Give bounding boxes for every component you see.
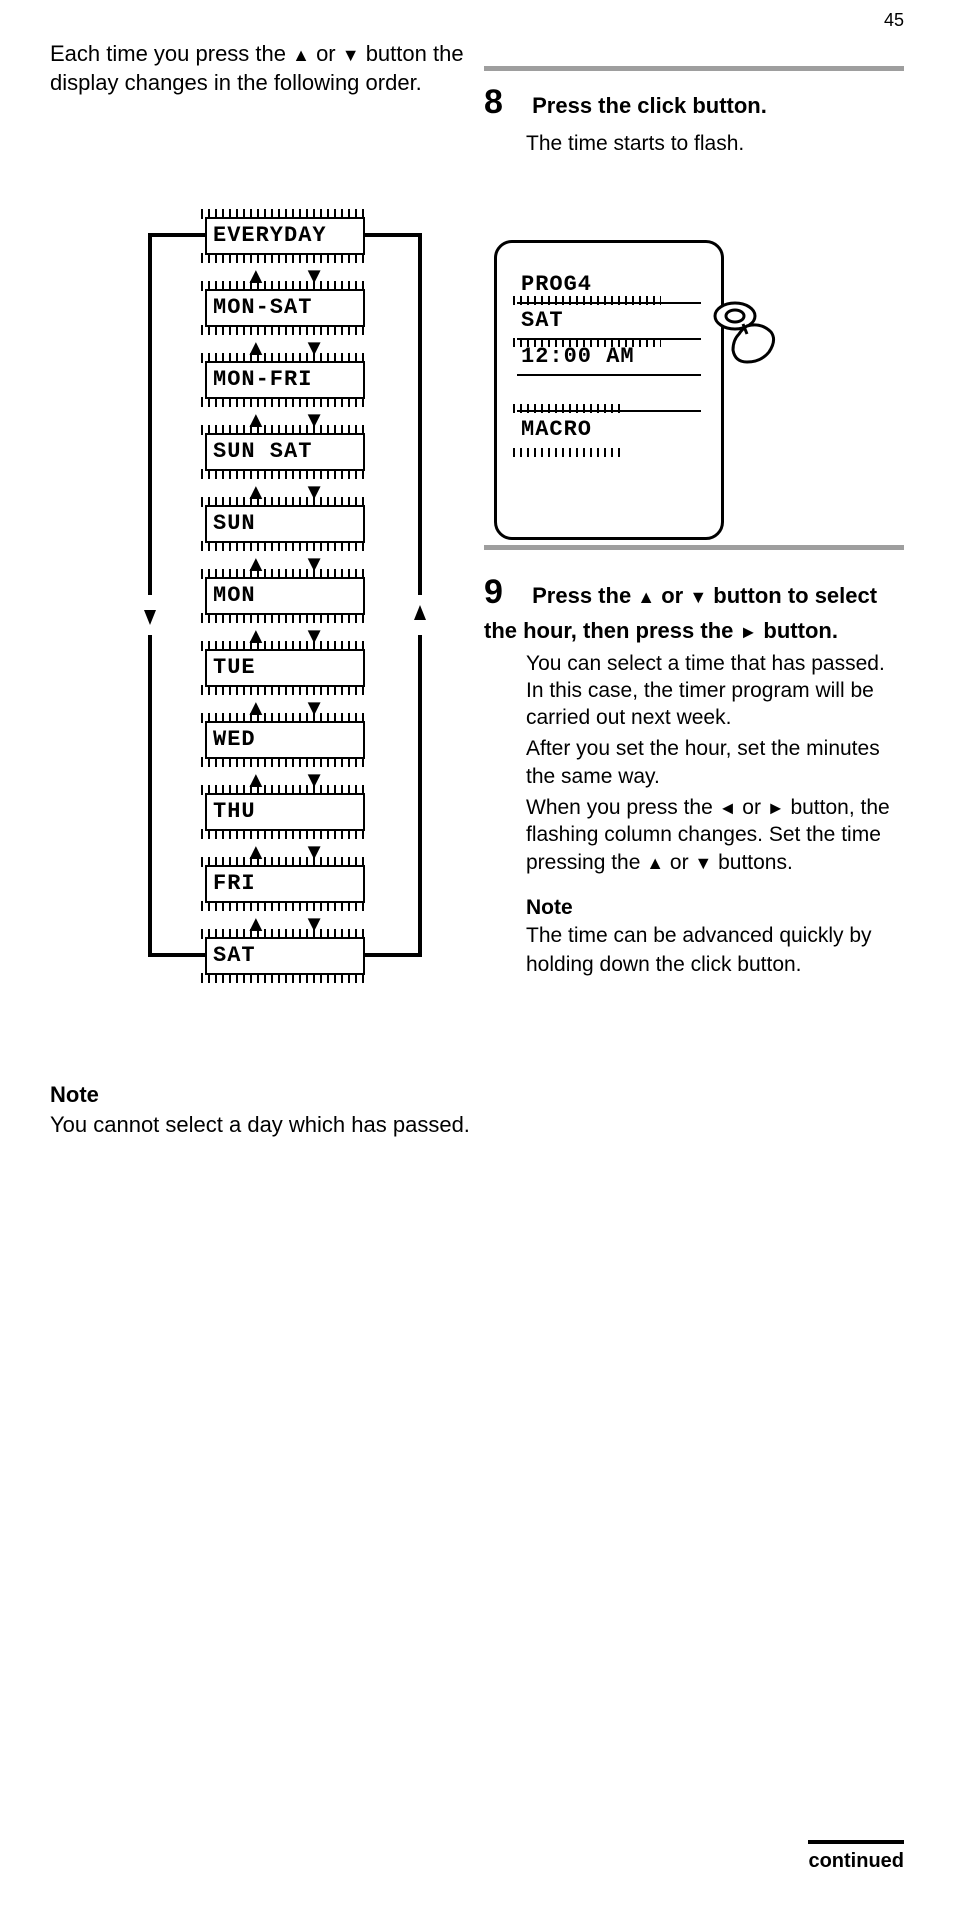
rule-top-right <box>484 66 904 71</box>
down-arrow-icon: ▼ <box>342 45 360 65</box>
step9-sub1: You can select a time that has passed. I… <box>526 650 904 732</box>
step9-sub2: After you set the hour, set the minutes … <box>526 735 904 790</box>
step9-note-block: Note The time can be advanced quickly by… <box>526 894 904 979</box>
up-arrow-icon: ▲ <box>292 45 310 65</box>
step8-sub: The time starts to flash. <box>526 130 904 158</box>
step9-note-text: The time can be advanced quickly by hold… <box>526 924 872 975</box>
rule-mid-right <box>484 545 904 550</box>
step-9: 9 Press the ▲ or ▼ button to select the … <box>484 570 904 979</box>
day-sun-sat: SUN SAT <box>205 433 365 471</box>
step9-head: 9 Press the ▲ or ▼ button to select the … <box>484 570 904 646</box>
right-arrow-icon-2: ► <box>767 798 785 818</box>
day-everyday: EVERYDAY <box>205 217 365 255</box>
left-note-block: Note You cannot select a day which has p… <box>50 1080 470 1139</box>
step8-number: 8 <box>484 80 526 126</box>
step9-number: 9 <box>484 570 526 616</box>
up-arrow-icon-2: ▲ <box>637 587 655 607</box>
remote-screen: PROG4 SAT 12:00 AM MACRO <box>517 268 701 458</box>
page-number: 45 <box>884 8 904 32</box>
step9-text: Press the ▲ or ▼ button to select the ho… <box>484 583 877 643</box>
up-arrow-icon-3: ▲ <box>646 853 664 873</box>
hand-press-icon <box>713 298 783 368</box>
page-root: 45 Each time you press the ▲ or ▼ button… <box>0 0 954 1905</box>
day-mon-sat: MON-SAT <box>205 289 365 327</box>
screen-line-2: SAT <box>517 304 701 340</box>
day-sat: SAT <box>205 937 365 975</box>
left-intro: Each time you press the ▲ or ▼ button th… <box>50 40 470 97</box>
day-thu: THU <box>205 793 365 831</box>
step8-text: Press the click button. <box>532 93 767 118</box>
down-arrow-icon-2: ▼ <box>689 587 707 607</box>
day-mon: MON <box>205 577 365 615</box>
down-arrow-icon-3: ▼ <box>694 853 712 873</box>
step9-note-label: Note <box>526 896 573 919</box>
screen-line-3: 12:00 AM <box>517 340 701 376</box>
day-wed: WED <box>205 721 365 759</box>
left-column: Each time you press the ▲ or ▼ button th… <box>50 40 470 107</box>
day-sun: SUN <box>205 505 365 543</box>
note-heading: Note <box>50 1080 470 1110</box>
continued-label: continued <box>808 1840 904 1875</box>
right-column: 8 Press the click button. The time start… <box>484 80 904 158</box>
step-8: 8 Press the click button. The time start… <box>484 80 904 158</box>
left-arrow-icon: ◄ <box>719 798 737 818</box>
note-text: You cannot select a day which has passed… <box>50 1110 470 1140</box>
remote-illustration: PROG4 SAT 12:00 AM MACRO <box>494 240 724 540</box>
right-arrow-icon: ► <box>739 622 757 642</box>
day-mon-fri: MON-FRI <box>205 361 365 399</box>
day-fri: FRI <box>205 865 365 903</box>
screen-line-5: MACRO <box>517 412 701 448</box>
step9-sub3: When you press the ◄ or ► button, the fl… <box>526 794 904 876</box>
day-cycle-diagram: EVERYDAY ▲▼ MON-SAT ▲▼ MON-FRI ▲▼ SUN SA… <box>120 215 440 1055</box>
day-tue: TUE <box>205 649 365 687</box>
